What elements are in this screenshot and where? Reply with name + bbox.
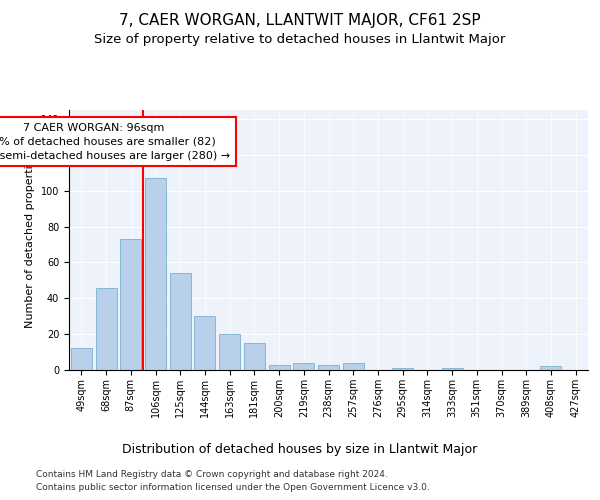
Bar [145,178,166,370]
Text: Size of property relative to detached houses in Llantwit Major: Size of property relative to detached ho… [94,32,506,46]
Bar [392,368,413,370]
Text: 7, CAER WORGAN, LLANTWIT MAJOR, CF61 2SP: 7, CAER WORGAN, LLANTWIT MAJOR, CF61 2SP [119,12,481,28]
Bar [194,316,215,370]
Bar [318,364,339,370]
Bar [442,368,463,370]
Bar [244,343,265,370]
Text: Contains HM Land Registry data © Crown copyright and database right 2024.
Contai: Contains HM Land Registry data © Crown c… [36,470,430,492]
Bar [269,364,290,370]
Text: 7 CAER WORGAN: 96sqm
← 22% of detached houses are smaller (82)
77% of semi-detac: 7 CAER WORGAN: 96sqm ← 22% of detached h… [0,122,230,160]
Y-axis label: Number of detached properties: Number of detached properties [25,152,35,328]
Bar [95,288,116,370]
Bar [219,334,240,370]
Bar [170,273,191,370]
Bar [343,363,364,370]
Bar [541,366,562,370]
Bar [120,239,141,370]
Bar [71,348,92,370]
Bar [293,363,314,370]
Text: Distribution of detached houses by size in Llantwit Major: Distribution of detached houses by size … [122,442,478,456]
